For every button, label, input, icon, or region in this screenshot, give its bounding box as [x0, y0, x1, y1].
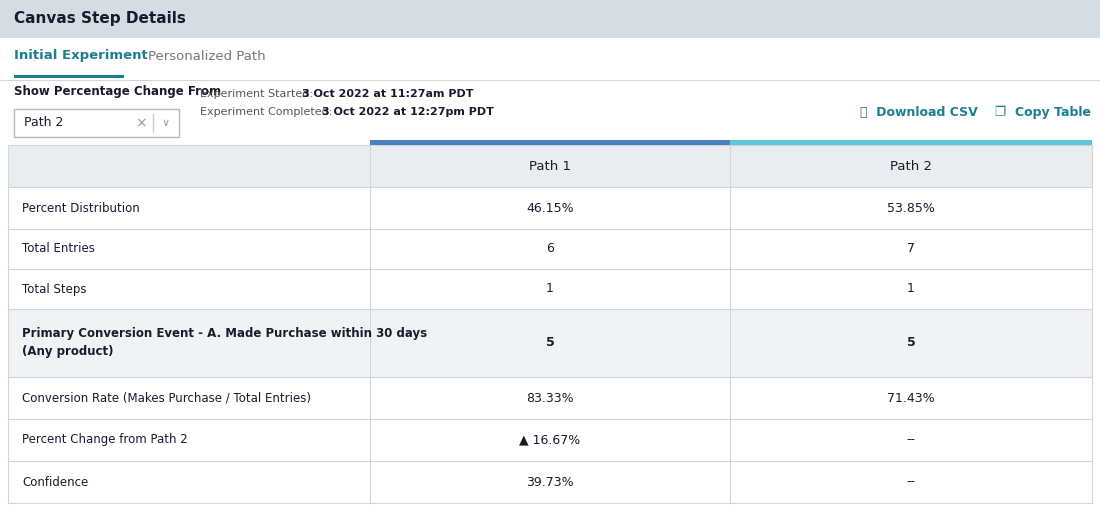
Text: 71.43%: 71.43% — [888, 392, 935, 405]
Text: ⤓  Download CSV: ⤓ Download CSV — [860, 106, 978, 119]
Text: 6: 6 — [546, 242, 554, 255]
Text: ×: × — [135, 116, 146, 130]
Bar — [8, 269, 1092, 309]
Text: Total Steps: Total Steps — [22, 282, 87, 295]
Bar — [8, 309, 1092, 377]
Bar — [0, 38, 1100, 80]
Bar — [8, 461, 1092, 503]
Text: 46.15%: 46.15% — [526, 201, 574, 214]
Bar — [730, 140, 1092, 145]
Text: Confidence: Confidence — [22, 475, 88, 488]
Text: ▲ 16.67%: ▲ 16.67% — [519, 434, 581, 447]
Bar — [8, 187, 1092, 229]
Text: 3 Oct 2022 at 12:27pm PDT: 3 Oct 2022 at 12:27pm PDT — [322, 107, 494, 117]
Bar — [0, 0, 1100, 38]
Text: Primary Conversion Event - A. Made Purchase within 30 days: Primary Conversion Event - A. Made Purch… — [22, 327, 427, 340]
Text: Show Percentage Change From: Show Percentage Change From — [14, 85, 221, 98]
Text: Initial Experiment: Initial Experiment — [14, 49, 147, 62]
Bar — [370, 140, 730, 145]
Text: Path 1: Path 1 — [529, 160, 571, 173]
Text: (Any product): (Any product) — [22, 344, 113, 358]
Text: --: -- — [906, 434, 915, 447]
Text: Path 2: Path 2 — [24, 116, 64, 129]
Text: --: -- — [906, 475, 915, 488]
Bar — [8, 419, 1092, 461]
Text: 1: 1 — [546, 282, 554, 295]
Text: Conversion Rate (Makes Purchase / Total Entries): Conversion Rate (Makes Purchase / Total … — [22, 392, 311, 405]
Text: Experiment Completed:: Experiment Completed: — [200, 107, 336, 117]
Text: 53.85%: 53.85% — [887, 201, 935, 214]
Text: 5: 5 — [906, 336, 915, 349]
Text: Canvas Step Details: Canvas Step Details — [14, 11, 186, 27]
Text: Total Entries: Total Entries — [22, 242, 95, 255]
Bar — [14, 75, 124, 78]
Bar — [8, 145, 1092, 187]
Bar — [14, 109, 179, 137]
Text: 1: 1 — [908, 282, 915, 295]
Text: 5: 5 — [546, 336, 554, 349]
Text: 3 Oct 2022 at 11:27am PDT: 3 Oct 2022 at 11:27am PDT — [302, 89, 473, 99]
Text: Experiment Started:: Experiment Started: — [200, 89, 317, 99]
Text: ❐  Copy Table: ❐ Copy Table — [996, 106, 1091, 119]
Text: 7: 7 — [908, 242, 915, 255]
Text: Percent Distribution: Percent Distribution — [22, 201, 140, 214]
Bar — [8, 377, 1092, 419]
Bar — [0, 80, 1100, 145]
Text: Path 2: Path 2 — [890, 160, 932, 173]
Text: 83.33%: 83.33% — [526, 392, 574, 405]
Bar — [8, 229, 1092, 269]
Text: Percent Change from Path 2: Percent Change from Path 2 — [22, 434, 188, 447]
Text: Personalized Path: Personalized Path — [148, 49, 265, 62]
Text: 39.73%: 39.73% — [526, 475, 574, 488]
Text: ∨: ∨ — [162, 118, 170, 128]
